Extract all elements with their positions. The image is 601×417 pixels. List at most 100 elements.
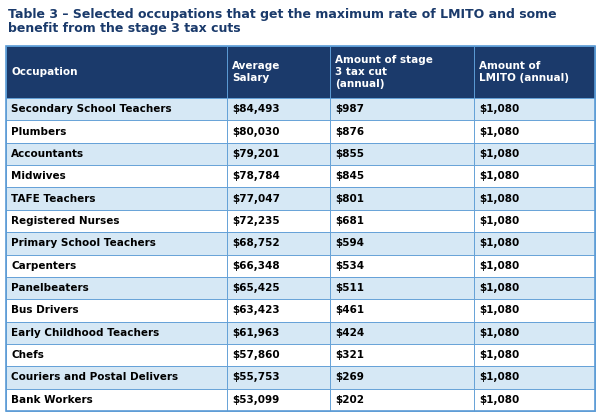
Text: Table 3 – Selected occupations that get the maximum rate of LMITO and some: Table 3 – Selected occupations that get … (8, 8, 557, 21)
Bar (330, 322, 474, 344)
Bar (227, 187, 330, 210)
Bar (6, 389, 227, 411)
Text: benefit from the stage 3 tax cuts: benefit from the stage 3 tax cuts (8, 22, 240, 35)
Text: $1,080: $1,080 (479, 239, 519, 248)
Text: Average
Salary: Average Salary (232, 61, 280, 83)
Bar (6, 98, 227, 121)
Text: $72,235: $72,235 (232, 216, 279, 226)
Bar (6, 165, 227, 187)
Bar (6, 46, 227, 98)
Bar (474, 121, 595, 143)
Bar (227, 389, 330, 411)
Text: $1,080: $1,080 (479, 350, 519, 360)
Bar (330, 344, 474, 366)
Text: $61,963: $61,963 (232, 328, 279, 338)
Bar (474, 322, 595, 344)
Bar (227, 98, 330, 121)
Text: $63,423: $63,423 (232, 305, 279, 315)
Bar (227, 299, 330, 322)
Bar (6, 187, 227, 210)
Bar (330, 121, 474, 143)
Text: $1,080: $1,080 (479, 261, 519, 271)
Text: $534: $534 (335, 261, 364, 271)
Text: TAFE Teachers: TAFE Teachers (11, 193, 96, 203)
Bar (227, 232, 330, 254)
Bar (6, 277, 227, 299)
Text: $424: $424 (335, 328, 364, 338)
Text: $1,080: $1,080 (479, 104, 519, 114)
Bar (330, 299, 474, 322)
Text: $1,080: $1,080 (479, 149, 519, 159)
Text: $845: $845 (335, 171, 364, 181)
Text: Midwives: Midwives (11, 171, 66, 181)
Text: Bank Workers: Bank Workers (11, 395, 93, 405)
Bar (6, 143, 227, 165)
Bar (474, 232, 595, 254)
Text: Registered Nurses: Registered Nurses (11, 216, 120, 226)
Text: $53,099: $53,099 (232, 395, 279, 405)
Bar (227, 121, 330, 143)
Text: $84,493: $84,493 (232, 104, 279, 114)
Text: $1,080: $1,080 (479, 216, 519, 226)
Text: Carpenters: Carpenters (11, 261, 76, 271)
Text: Occupation: Occupation (11, 67, 78, 77)
Bar (474, 165, 595, 187)
Text: $1,080: $1,080 (479, 126, 519, 136)
Bar (474, 210, 595, 232)
Text: Couriers and Postal Delivers: Couriers and Postal Delivers (11, 372, 178, 382)
Bar (474, 46, 595, 98)
Text: $1,080: $1,080 (479, 171, 519, 181)
Text: $78,784: $78,784 (232, 171, 279, 181)
Bar (6, 121, 227, 143)
Bar (330, 165, 474, 187)
Text: $202: $202 (335, 395, 364, 405)
Text: $80,030: $80,030 (232, 126, 279, 136)
Bar (227, 322, 330, 344)
Text: $1,080: $1,080 (479, 283, 519, 293)
Text: $511: $511 (335, 283, 364, 293)
Bar (6, 366, 227, 389)
Bar (474, 389, 595, 411)
Text: $1,080: $1,080 (479, 305, 519, 315)
Text: $876: $876 (335, 126, 364, 136)
Bar (227, 344, 330, 366)
Bar (6, 210, 227, 232)
Bar (474, 366, 595, 389)
Bar (6, 254, 227, 277)
Text: Secondary School Teachers: Secondary School Teachers (11, 104, 172, 114)
Bar (474, 277, 595, 299)
Bar (330, 232, 474, 254)
Bar (6, 46, 595, 411)
Bar (474, 187, 595, 210)
Bar (330, 98, 474, 121)
Bar (6, 299, 227, 322)
Text: $79,201: $79,201 (232, 149, 279, 159)
Bar (227, 254, 330, 277)
Bar (6, 232, 227, 254)
Text: $1,080: $1,080 (479, 328, 519, 338)
Text: $269: $269 (335, 372, 364, 382)
Text: $1,080: $1,080 (479, 193, 519, 203)
Bar (330, 187, 474, 210)
Bar (227, 366, 330, 389)
Text: $987: $987 (335, 104, 364, 114)
Bar (474, 344, 595, 366)
Bar (330, 366, 474, 389)
Text: Panelbeaters: Panelbeaters (11, 283, 89, 293)
Text: Bus Drivers: Bus Drivers (11, 305, 79, 315)
Text: $321: $321 (335, 350, 364, 360)
Text: $461: $461 (335, 305, 364, 315)
Bar (330, 277, 474, 299)
Bar (227, 277, 330, 299)
Text: $594: $594 (335, 239, 364, 248)
Text: Amount of
LMITO (annual): Amount of LMITO (annual) (479, 61, 569, 83)
Bar (330, 210, 474, 232)
Text: $66,348: $66,348 (232, 261, 279, 271)
Bar (474, 299, 595, 322)
Bar (330, 389, 474, 411)
Bar (6, 344, 227, 366)
Text: Primary School Teachers: Primary School Teachers (11, 239, 156, 248)
Text: $77,047: $77,047 (232, 193, 280, 203)
Text: $55,753: $55,753 (232, 372, 279, 382)
Bar (227, 165, 330, 187)
